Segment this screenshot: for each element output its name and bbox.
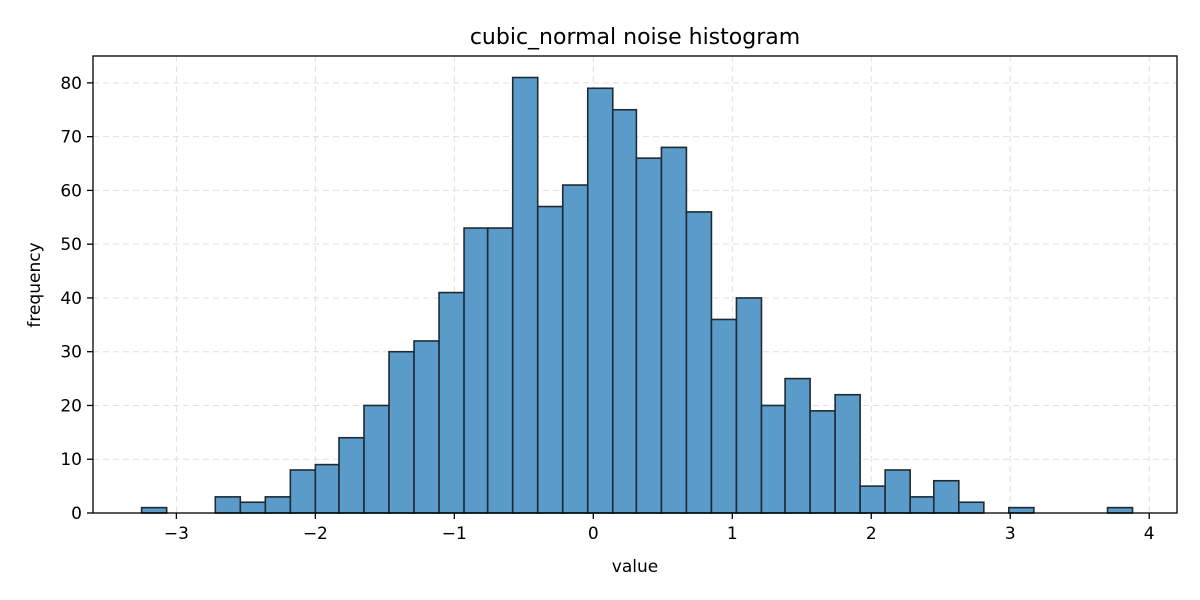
histogram-bar (834, 393, 861, 514)
histogram-bar (289, 469, 317, 514)
histogram-bar (140, 506, 168, 514)
histogram-bar (760, 404, 786, 514)
y-tick-label: 60 (60, 181, 82, 201)
histogram-bar (1106, 506, 1134, 514)
histogram-bar (214, 496, 242, 514)
histogram-bar (586, 87, 614, 514)
histogram-bar (511, 76, 539, 514)
histogram-bar (710, 318, 738, 514)
x-tick-label: 4 (1144, 524, 1155, 544)
y-tick-label: 20 (60, 396, 82, 416)
x-axis-label: value (612, 557, 658, 577)
x-tick-label: −1 (442, 524, 467, 544)
histogram-bar (685, 211, 713, 514)
histogram-bars (140, 76, 1134, 514)
histogram-bar (859, 485, 886, 514)
histogram-bar (932, 479, 960, 514)
chart-title: cubic_normal noise histogram (470, 25, 800, 50)
histogram-bar (1008, 506, 1035, 514)
histogram-bar (486, 227, 514, 514)
histogram-bar (561, 184, 589, 514)
histogram-bar (363, 404, 390, 514)
histogram-bar (314, 463, 340, 514)
histogram-bar (611, 108, 638, 514)
histogram-bar (264, 496, 292, 514)
histogram-bar (958, 501, 985, 514)
histogram-bar (909, 496, 935, 514)
x-tick-label: 2 (866, 524, 877, 544)
x-tick-label: −3 (164, 524, 189, 544)
histogram-bar (884, 469, 911, 514)
y-tick-label: 40 (60, 289, 82, 309)
histogram-bar (413, 340, 440, 514)
y-tick-label: 50 (60, 235, 82, 255)
histogram-bar (463, 227, 489, 514)
histogram-bar (660, 146, 688, 514)
y-tick-label: 10 (60, 450, 82, 470)
y-tick-label: 0 (71, 504, 82, 524)
histogram-bar (239, 501, 267, 514)
histogram-bar (536, 205, 564, 514)
x-tick-label: −2 (303, 524, 328, 544)
x-tick-label: 1 (727, 524, 738, 544)
x-tick-label: 0 (588, 524, 599, 544)
x-tick-label: 3 (1005, 524, 1016, 544)
histogram-bar (338, 436, 365, 514)
histogram-bar (388, 350, 415, 514)
y-tick-label: 70 (60, 128, 82, 148)
histogram-bar (784, 377, 811, 514)
plot-frame (92, 55, 1178, 514)
histogram-bar (635, 157, 663, 514)
histogram-bar (438, 291, 465, 514)
histogram-bar (809, 410, 836, 514)
histogram-bar (735, 297, 763, 514)
y-axis-label: frequency (25, 242, 45, 327)
y-tick-label: 80 (60, 74, 82, 94)
y-tick-label: 30 (60, 343, 82, 363)
